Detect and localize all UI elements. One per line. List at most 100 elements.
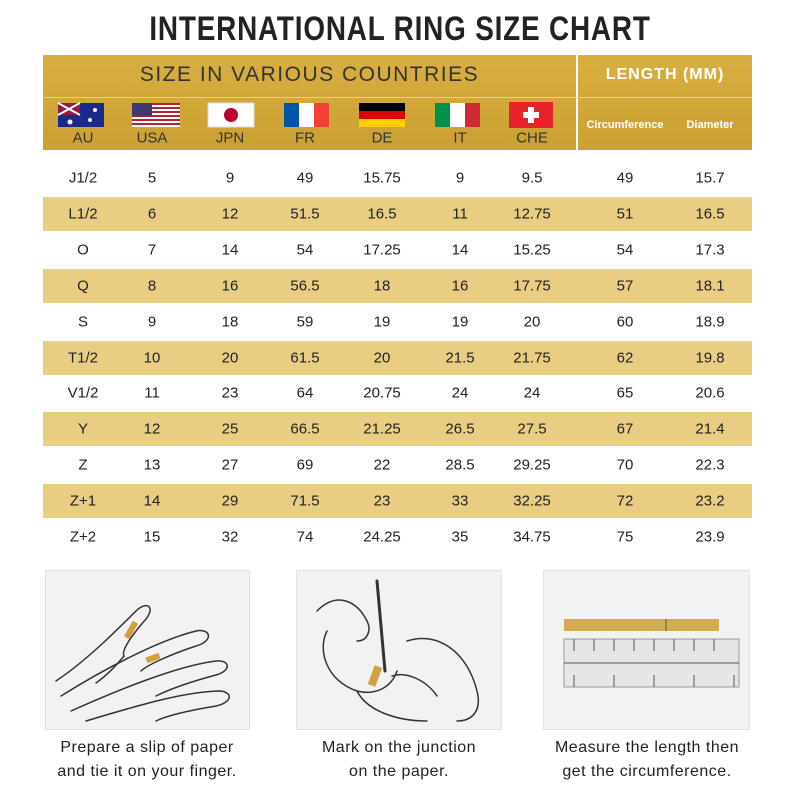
table-cell: 15.75 xyxy=(363,169,401,187)
table-cell: Z+1 xyxy=(69,492,97,510)
illustration-tie xyxy=(45,570,250,730)
table-cell: 15.7 xyxy=(695,169,725,187)
table-cell: 22.3 xyxy=(695,456,725,474)
table-cell: 74 xyxy=(296,528,314,546)
step-caption: Prepare a slip of paper xyxy=(60,739,234,756)
illustration-measure xyxy=(543,570,750,730)
table-cell: Y xyxy=(77,420,89,438)
divider xyxy=(576,55,578,150)
table-cell: 21.25 xyxy=(363,420,401,438)
table-cell: 9 xyxy=(455,169,465,187)
table-cell: 75 xyxy=(616,528,634,546)
flag-jp xyxy=(207,102,255,128)
flag-us xyxy=(132,103,180,127)
table-cell: 15 xyxy=(143,528,161,546)
row-stripe xyxy=(43,340,752,375)
table-cell: 70 xyxy=(616,456,634,474)
table-cell: O xyxy=(77,241,89,259)
table-cell: 9 xyxy=(147,313,157,331)
table-cell: 65 xyxy=(616,384,634,402)
flag-it xyxy=(435,103,480,127)
hand-drawing xyxy=(55,604,230,722)
table-cell: J1/2 xyxy=(68,169,98,187)
table-cell: 14 xyxy=(221,241,239,259)
table-cell: 12 xyxy=(221,205,239,223)
hand-drawing xyxy=(316,579,479,722)
table-cell: 12.75 xyxy=(513,205,551,223)
table-cell: 8 xyxy=(147,277,157,295)
table-cell: 14 xyxy=(143,492,161,510)
header-band xyxy=(43,55,752,150)
table-cell: 56.5 xyxy=(290,277,320,295)
table-cell: V1/2 xyxy=(67,384,99,402)
table-cell: 20 xyxy=(523,313,541,331)
table-cell: Q xyxy=(77,277,89,295)
table-cell: 28.5 xyxy=(445,456,475,474)
table-cell: 64 xyxy=(296,384,314,402)
table-cell: 20 xyxy=(373,349,391,366)
table-cell: 27 xyxy=(221,456,239,474)
table-cell: 51 xyxy=(616,205,634,223)
flag-de xyxy=(359,103,405,127)
table-cell: 54 xyxy=(296,241,314,259)
table-cell: 69 xyxy=(296,456,314,474)
table-cell: 21.5 xyxy=(445,349,475,366)
table-cell: 29 xyxy=(221,492,239,510)
table-cell: 72 xyxy=(616,492,634,510)
row-stripe xyxy=(43,196,752,231)
column-header: Diameter xyxy=(686,119,734,131)
table-cell: T1/2 xyxy=(67,349,99,366)
table-cell: 34.75 xyxy=(513,528,551,546)
table-cell: L1/2 xyxy=(68,205,98,223)
table-cell: 20 xyxy=(221,349,239,366)
table-cell: 33 xyxy=(451,492,469,510)
table-cell: 61.5 xyxy=(290,349,320,366)
table-cell: 11 xyxy=(144,384,160,402)
table-cell: 9.5 xyxy=(521,169,543,187)
table-cell: 22 xyxy=(373,456,391,474)
table-cell: 14 xyxy=(451,241,469,259)
table-cell: 27.5 xyxy=(517,420,547,438)
table-cell: 20.75 xyxy=(363,384,401,402)
table-cell: 26.5 xyxy=(445,420,475,438)
table-cell: 23 xyxy=(221,384,239,402)
column-header: AU xyxy=(72,129,94,147)
table-cell: 49 xyxy=(296,169,314,187)
table-cell: 6 xyxy=(147,205,157,223)
row-stripe xyxy=(43,412,752,447)
column-header: CHE xyxy=(516,129,548,147)
table-cell: 66.5 xyxy=(290,420,320,438)
table-cell: 19 xyxy=(373,313,391,331)
table-cell: 18 xyxy=(373,277,391,295)
table-cell: 59 xyxy=(296,313,314,331)
table-cell: 5 xyxy=(147,169,157,187)
band-left: SIZE IN VARIOUS COUNTRIES xyxy=(139,63,480,86)
table-cell: 18.9 xyxy=(695,313,725,331)
row-stripe xyxy=(43,268,752,303)
table-cell: 32 xyxy=(221,528,239,546)
table-cell: 25 xyxy=(221,420,239,438)
step-caption: on the paper. xyxy=(349,763,449,780)
column-header: IT xyxy=(453,129,467,147)
row-stripe xyxy=(43,484,752,519)
step-caption: Measure the length then xyxy=(554,739,740,756)
flag-fr xyxy=(284,103,329,127)
table-cell: 9 xyxy=(225,169,235,187)
column-header: USA xyxy=(136,129,168,147)
table-cell: 60 xyxy=(616,313,634,331)
table-cell: 7 xyxy=(147,241,157,259)
table-cell: 17.25 xyxy=(363,241,401,259)
column-header: DE xyxy=(371,129,393,147)
step-caption: Mark on the junction xyxy=(321,739,477,756)
band-right: LENGTH (MM) xyxy=(605,66,725,83)
step-caption: and tie it on your finger. xyxy=(57,763,237,780)
table-cell: 17.3 xyxy=(695,241,725,259)
table-cell: 49 xyxy=(616,169,634,187)
table-cell: 13 xyxy=(143,456,161,474)
table-cell: 15.25 xyxy=(513,241,551,259)
table-cell: 18 xyxy=(221,313,239,331)
table-cell: Z+2 xyxy=(69,528,97,546)
table-cell: 62 xyxy=(616,349,634,366)
table-cell: 23 xyxy=(373,492,391,510)
